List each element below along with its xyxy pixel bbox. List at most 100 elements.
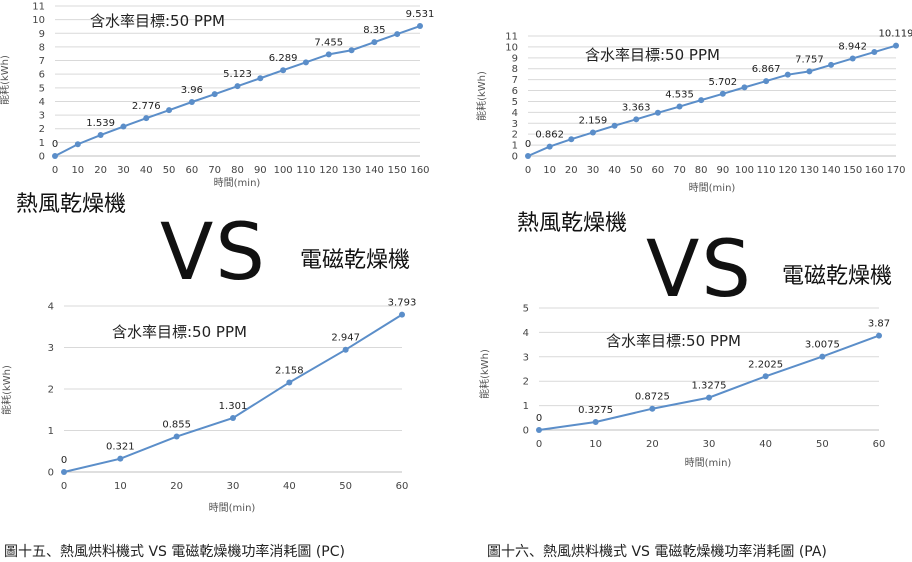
data-label: 3.793 (388, 298, 417, 309)
data-point (763, 78, 770, 85)
y-axis-title: 能耗(kWh) (0, 55, 11, 105)
x-tick-label: 140 (822, 165, 841, 176)
data-point (188, 99, 195, 105)
data-point (611, 122, 618, 129)
x-tick-label: 20 (94, 165, 107, 176)
x-tick-label: 10 (589, 439, 602, 450)
x-tick-label: 20 (170, 481, 183, 492)
data-point (173, 433, 180, 440)
x-tick-label: 100 (274, 165, 293, 176)
y-tick-label: 6 (39, 70, 45, 81)
data-label: 2.2025 (748, 359, 783, 370)
data-point (166, 107, 173, 114)
x-tick-label: 110 (296, 165, 315, 176)
right-vs-label: VS (646, 225, 753, 315)
x-tick-label: 140 (365, 165, 384, 176)
data-point (399, 311, 405, 318)
y-tick-label: 2 (512, 130, 518, 141)
moisture-target-annotation: 含水率目標:50 PPM (90, 12, 225, 30)
y-tick-label: 2 (48, 385, 54, 396)
data-point (371, 39, 378, 46)
data-point (286, 379, 293, 386)
data-point (592, 419, 599, 426)
y-tick-label: 9 (512, 53, 518, 64)
y-tick-label: 6 (512, 86, 518, 97)
data-label: 2.158 (275, 365, 304, 376)
data-point (52, 153, 58, 159)
y-tick-label: 10 (505, 42, 518, 53)
y-axis-title: 能耗(kWh) (478, 349, 491, 399)
x-axis-title: 時間(min) (209, 502, 256, 514)
data-point (394, 31, 401, 38)
x-tick-label: 0 (525, 165, 531, 176)
y-tick-label: 5 (523, 304, 529, 315)
data-label: 0.855 (162, 420, 191, 431)
y-tick-label: 8 (39, 42, 45, 53)
x-tick-label: 60 (873, 439, 886, 450)
x-tick-label: 0 (61, 481, 67, 492)
x-tick-label: 150 (843, 165, 862, 176)
y-tick-label: 8 (512, 64, 518, 75)
data-point (230, 415, 236, 422)
data-label: 0.321 (106, 442, 135, 453)
data-label: 0 (525, 139, 531, 150)
data-label: 1.3275 (692, 381, 727, 392)
x-tick-label: 30 (117, 165, 130, 176)
moisture-target-annotation: 含水率目標:50 PPM (606, 332, 741, 350)
data-point (589, 129, 596, 136)
left-figure-caption: 圖十五、熱風烘料機式 VS 電磁乾燥機功率消耗圖 (PC) (4, 544, 345, 560)
x-tick-label: 130 (800, 165, 819, 176)
data-point (819, 353, 826, 360)
data-label: 7.455 (314, 37, 343, 48)
data-label: 1.301 (219, 401, 248, 412)
data-point (97, 132, 104, 139)
x-tick-label: 150 (388, 165, 407, 176)
data-label: 10.119 (879, 29, 912, 40)
y-tick-label: 4 (512, 108, 518, 119)
data-point (568, 136, 575, 143)
y-tick-label: 7 (512, 75, 518, 86)
data-label: 5.702 (709, 77, 738, 88)
data-label: 1.539 (86, 118, 115, 129)
x-tick-label: 80 (695, 165, 708, 176)
series-line (54, 25, 421, 157)
x-tick-label: 30 (587, 165, 600, 176)
data-point (806, 68, 813, 75)
data-label: 2.947 (331, 333, 360, 344)
x-tick-label: 30 (227, 481, 240, 492)
data-point (143, 115, 150, 122)
data-label: 0.3275 (578, 405, 613, 416)
data-point (649, 405, 656, 412)
data-label: 8.942 (838, 41, 867, 52)
data-point (546, 143, 553, 150)
y-tick-label: 3 (48, 343, 54, 354)
data-point (120, 123, 127, 130)
data-label: 0 (52, 139, 58, 150)
right-em-label: 電磁乾燥機 (782, 264, 893, 289)
x-tick-label: 40 (759, 439, 772, 450)
x-tick-label: 110 (757, 165, 776, 176)
data-point (784, 71, 791, 78)
y-tick-label: 0 (39, 152, 45, 163)
data-point (654, 109, 661, 116)
x-tick-label: 50 (630, 165, 643, 176)
y-axis-title: 能耗(kWh) (0, 365, 13, 415)
data-point (536, 427, 542, 433)
right-hot-air-label: 熱風乾燥機 (517, 211, 628, 236)
x-tick-label: 100 (735, 165, 754, 176)
y-tick-label: 0 (512, 152, 518, 163)
data-label: 0 (536, 413, 542, 424)
data-label: 6.289 (269, 53, 298, 64)
x-tick-label: 70 (208, 165, 221, 176)
data-point (698, 97, 705, 104)
data-label: 4.535 (665, 90, 694, 101)
data-point (61, 469, 67, 475)
y-tick-label: 5 (512, 97, 518, 108)
x-tick-label: 50 (163, 165, 176, 176)
x-tick-label: 50 (816, 439, 829, 450)
data-label: 0.8725 (635, 392, 670, 403)
x-axis-title: 時間(min) (685, 457, 732, 469)
x-tick-label: 10 (114, 481, 127, 492)
